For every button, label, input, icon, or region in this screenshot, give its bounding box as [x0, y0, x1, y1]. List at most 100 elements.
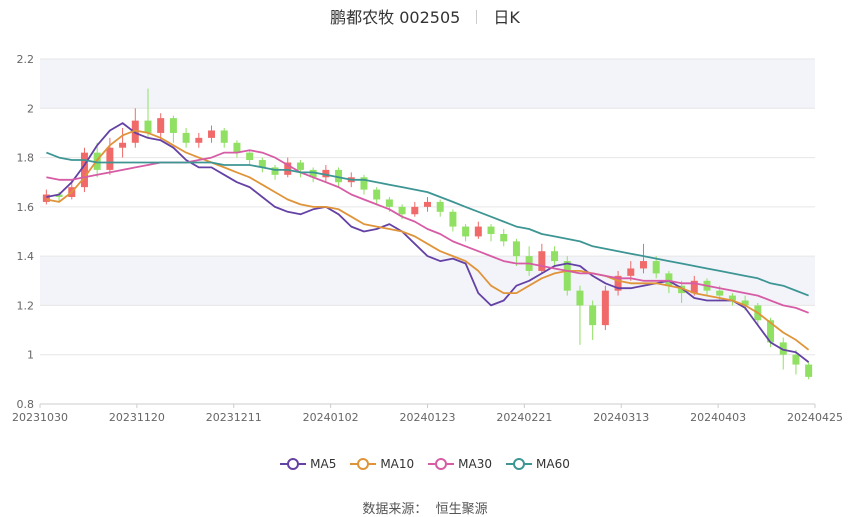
candle-body — [373, 189, 381, 200]
chart-period-tab[interactable]: 日K — [493, 8, 520, 27]
candle-body — [551, 251, 559, 262]
chart-title: 鹏都农牧 002505 — [330, 8, 461, 27]
ma-line-ma60 — [46, 151, 809, 297]
candle — [601, 285, 609, 331]
candle-body — [474, 226, 482, 237]
candle-body — [678, 285, 686, 294]
candle — [169, 115, 177, 143]
candle — [233, 140, 241, 158]
legend-marker-icon — [350, 458, 377, 470]
candle-body — [500, 233, 508, 242]
ma-line-ma5 — [46, 122, 810, 363]
candle — [182, 128, 190, 148]
candle-body — [805, 364, 813, 377]
candle-body — [55, 194, 63, 197]
candle — [474, 221, 482, 239]
candle — [614, 270, 622, 296]
candle-body — [131, 120, 139, 143]
x-tick-label: 20240313 — [593, 411, 649, 424]
candle — [728, 293, 736, 306]
candle-body — [335, 169, 343, 183]
candle-body — [284, 162, 292, 175]
candle-body — [42, 194, 50, 202]
candle-body — [208, 130, 216, 138]
y-tick-label: 2 — [27, 102, 34, 115]
candle-body — [80, 152, 88, 188]
candle-body — [360, 177, 368, 190]
data-source: 数据来源： 恒生聚源 — [0, 498, 850, 517]
candle-body — [614, 275, 622, 291]
x-tick-label: 20231030 — [12, 411, 68, 424]
candle — [436, 199, 444, 217]
legend-item-ma5[interactable]: MA5 — [280, 457, 336, 471]
legend-marker-icon — [280, 458, 307, 470]
candle-body — [665, 273, 673, 286]
candle-body — [716, 290, 724, 296]
candle — [309, 167, 317, 183]
candle — [411, 201, 419, 217]
candle-body — [322, 169, 330, 178]
y-tick-label: 1.8 — [17, 152, 35, 165]
candle — [106, 137, 114, 175]
candle — [271, 164, 279, 180]
candle-body — [195, 137, 203, 143]
candle — [500, 229, 508, 247]
candle-body — [436, 201, 444, 212]
y-tick-label: 2.2 — [17, 53, 35, 66]
x-axis: 20231030 20231120 20231211 20240102 20240123… — [12, 403, 843, 424]
candle-body — [258, 160, 266, 168]
candle-body — [309, 169, 317, 178]
source-label: 数据来源： — [362, 502, 428, 517]
y-tick-label: 1.4 — [17, 250, 35, 263]
candle — [512, 238, 520, 266]
candle-body — [538, 251, 546, 271]
grid-band — [40, 59, 815, 109]
candle-body — [639, 261, 647, 269]
candle-body — [398, 206, 406, 215]
candle-body — [728, 295, 736, 301]
candle-body — [169, 118, 177, 133]
candle-body — [246, 152, 254, 161]
candle — [462, 224, 470, 242]
candle-body — [271, 167, 279, 175]
candle-body — [233, 142, 241, 153]
candle — [779, 337, 787, 370]
y-tick-label: 1.6 — [17, 201, 35, 214]
legend-item-ma30[interactable]: MA30 — [428, 457, 492, 471]
candle — [220, 128, 228, 148]
candle — [792, 349, 800, 375]
candle — [652, 256, 660, 279]
candle — [805, 362, 813, 380]
candle — [144, 88, 152, 138]
candle — [322, 164, 330, 183]
grid-lines — [40, 58, 815, 405]
candle-body — [601, 290, 609, 326]
candle-body — [462, 226, 470, 237]
y-tick-label: 0.8 — [17, 398, 35, 411]
x-tick-label: 20240221 — [496, 411, 552, 424]
candle — [449, 209, 457, 232]
candle-body — [220, 130, 228, 143]
candle-body — [589, 305, 597, 326]
candle — [80, 147, 88, 193]
legend-item-ma60[interactable]: MA60 — [506, 457, 570, 471]
candle-body — [512, 241, 520, 257]
candle — [195, 132, 203, 148]
candle-body — [779, 342, 787, 355]
legend-label: MA10 — [380, 457, 415, 471]
legend-label: MA30 — [458, 457, 493, 471]
candle-body — [411, 206, 419, 215]
candle-body — [652, 261, 660, 274]
candlestick-chart: 0.811.21.41.61.822.2 20231030 20231120 202… — [12, 53, 843, 424]
y-tick-label: 1 — [27, 349, 34, 362]
candle — [373, 187, 381, 205]
candle-body — [487, 226, 495, 234]
candle — [208, 125, 216, 143]
candle-body — [767, 320, 775, 343]
candle — [258, 157, 266, 173]
candle-body — [385, 199, 393, 207]
candle-body — [576, 290, 584, 306]
legend-item-ma10[interactable]: MA10 — [350, 457, 414, 471]
candle-body — [119, 142, 127, 148]
moving-average-lines — [46, 122, 810, 363]
